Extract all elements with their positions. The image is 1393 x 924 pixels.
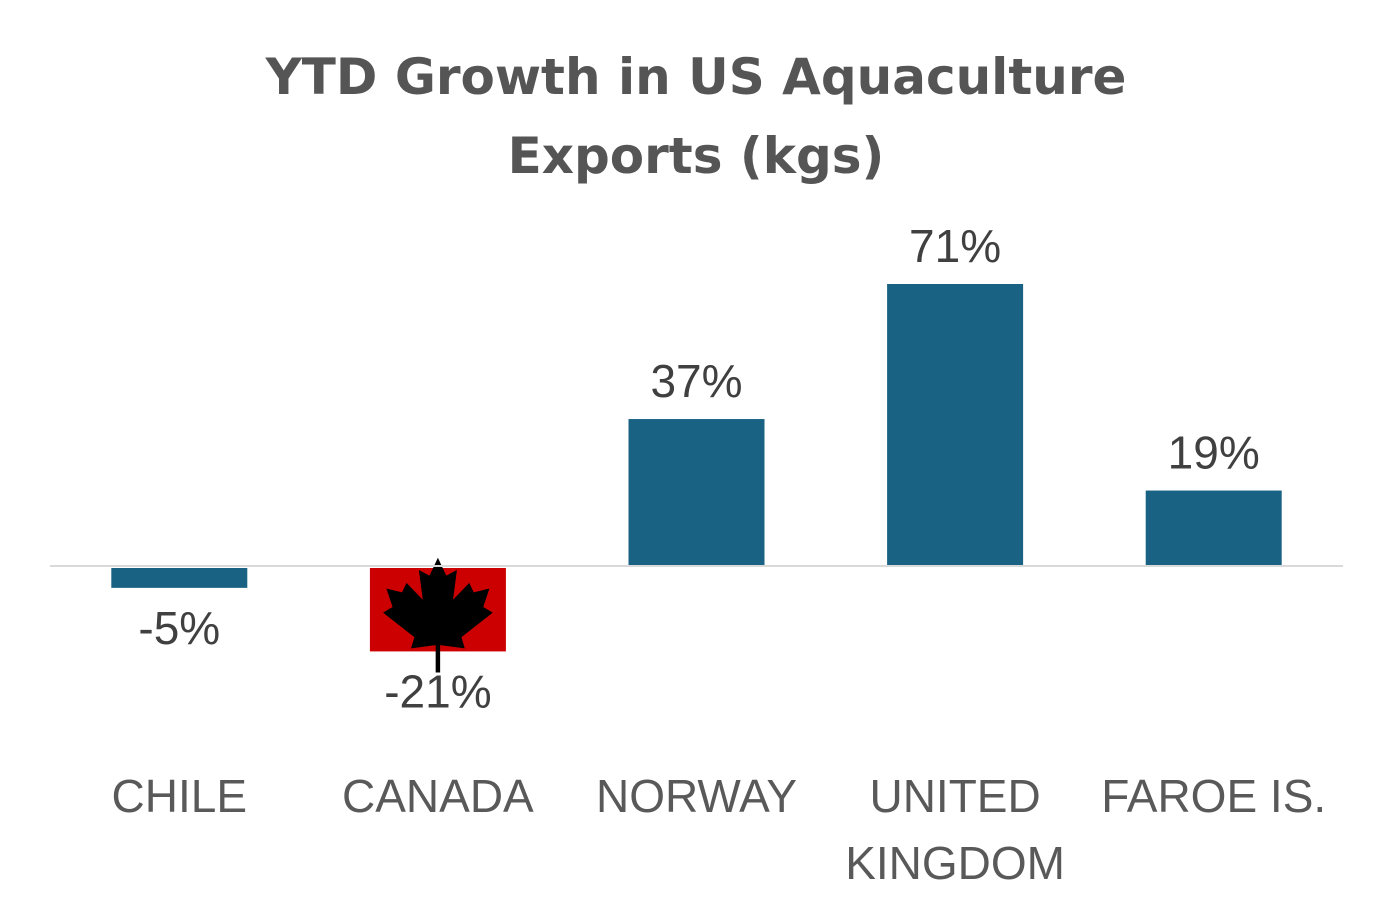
category-label-faroe-is: FAROE IS. [1101,770,1326,822]
category-label-norway: NORWAY [596,770,797,822]
maple-leaf-icon [383,557,493,673]
data-label-united-kingdom: 71% [909,220,1001,272]
data-label-chile: -5% [138,602,220,654]
bar-chile [111,568,248,588]
data-label-faroe-is: 19% [1168,427,1260,479]
category-label-united-kingdom-line-1: UNITED [869,770,1040,822]
data-label-group: -5% -21% 37% 71% 19% [138,220,1259,717]
maple-leaf-shape [383,557,493,673]
chart-title-line-1: YTD Growth in US Aquaculture [265,48,1127,106]
bar-norway [628,419,765,566]
data-label-norway: 37% [650,355,742,407]
bar-faroe-is [1145,490,1282,566]
bar-united-kingdom [887,284,1024,566]
bar-group [111,284,1282,673]
chart-title-line-2: Exports (kgs) [508,127,885,185]
category-label-united-kingdom-line-2: KINGDOM [845,837,1065,889]
category-label-canada: CANADA [342,770,534,822]
category-axis: CHILE CANADA NORWAY UNITED KINGDOM FAROE IS. [112,770,1327,889]
data-label-canada: -21% [384,665,491,717]
category-label-chile: CHILE [112,770,247,822]
